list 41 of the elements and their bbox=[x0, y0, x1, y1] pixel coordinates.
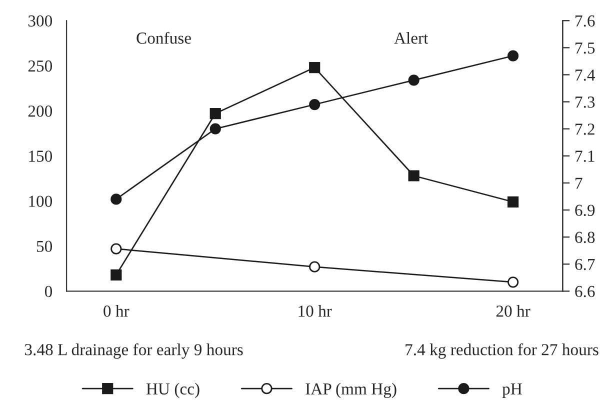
legend-label: IAP (mm Hg) bbox=[306, 382, 396, 398]
y-tick-label: 300 bbox=[28, 15, 52, 27]
y2-tick-label: 6.8 bbox=[575, 232, 595, 244]
point bbox=[309, 98, 320, 110]
text: 3.48 L drainage for early 9 hours bbox=[24, 343, 243, 359]
point bbox=[110, 243, 122, 254]
point bbox=[507, 50, 519, 62]
y-tick-label: 50 bbox=[36, 240, 52, 252]
y2-tick-label: 6.9 bbox=[575, 204, 595, 216]
x-tick-label: 20 hr bbox=[496, 305, 530, 317]
y-tick-label: 250 bbox=[28, 60, 52, 72]
y2-tick-label: 6.7 bbox=[575, 258, 595, 270]
point bbox=[210, 123, 221, 134]
annotation: Confuse bbox=[136, 32, 191, 44]
x-tick-label: 10 hr bbox=[298, 305, 332, 317]
y2-tick-label: 7.1 bbox=[576, 150, 594, 162]
point bbox=[110, 269, 122, 280]
point bbox=[507, 196, 519, 208]
y2-tick-label: 7 bbox=[576, 178, 582, 189]
legend-label: HU (cc) bbox=[146, 382, 200, 398]
point bbox=[309, 62, 320, 74]
y2-tick-label: 7.4 bbox=[576, 70, 596, 81]
y-tick-label: 200 bbox=[28, 106, 52, 117]
y-tick-label: 150 bbox=[29, 150, 52, 162]
point bbox=[210, 108, 221, 120]
text: 7.4 kg reduction for 27 hours bbox=[406, 343, 598, 359]
y2-tick-label: 7.2 bbox=[576, 124, 594, 135]
y2-tick-label: 7.5 bbox=[576, 42, 595, 54]
y-tick-label: 100 bbox=[29, 196, 52, 207]
annotation: Alert bbox=[394, 32, 428, 44]
point bbox=[309, 261, 320, 272]
y2-tick-label: 7.6 bbox=[576, 15, 595, 27]
point bbox=[408, 170, 420, 182]
y2-tick-label: 6.6 bbox=[575, 286, 595, 298]
point bbox=[408, 74, 420, 86]
x-tick-label: 0 hr bbox=[104, 305, 130, 317]
y2-tick-label: 7.3 bbox=[576, 96, 595, 108]
point bbox=[507, 276, 519, 288]
legend-label: pH bbox=[502, 383, 522, 398]
point bbox=[110, 194, 122, 205]
y-tick-label: 0 bbox=[44, 286, 52, 298]
